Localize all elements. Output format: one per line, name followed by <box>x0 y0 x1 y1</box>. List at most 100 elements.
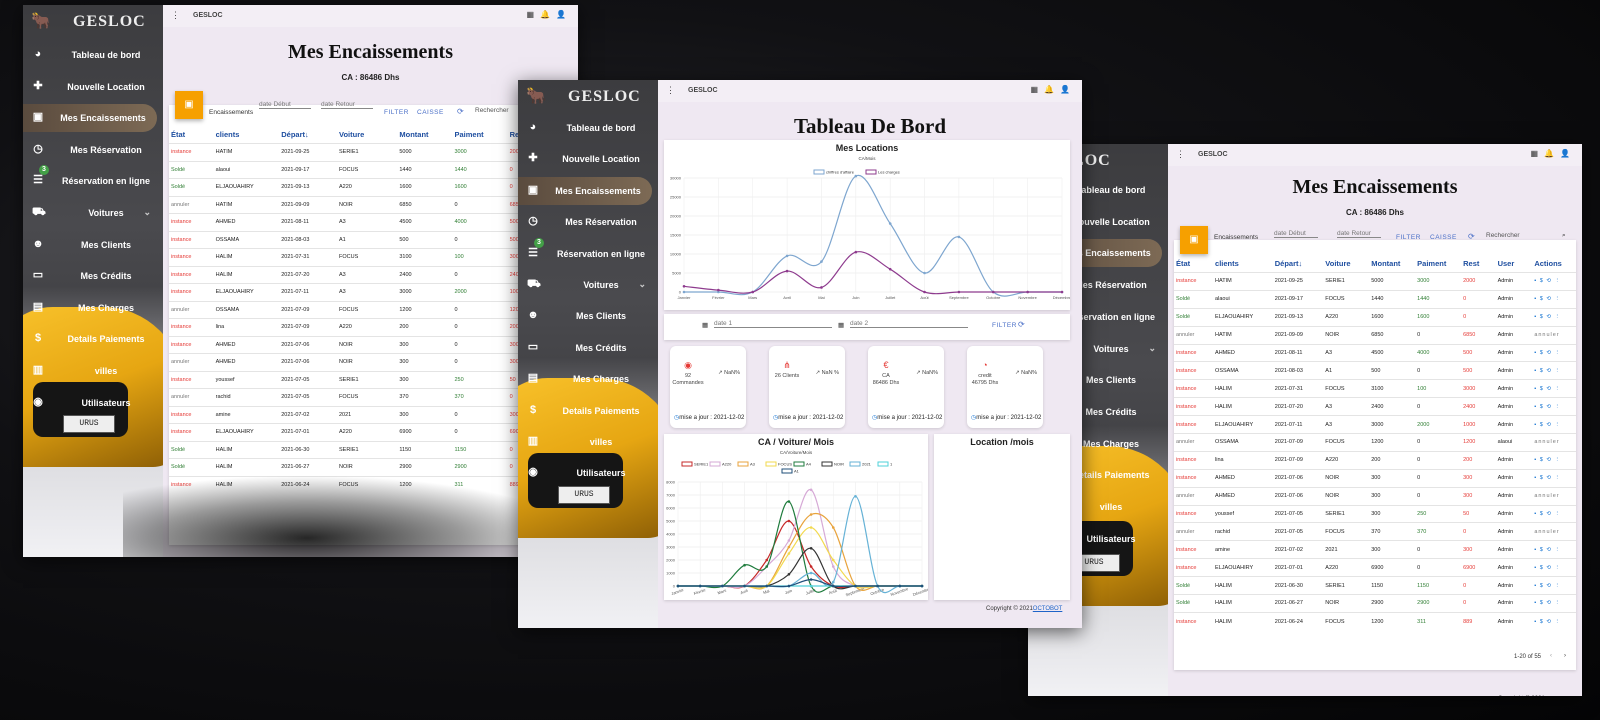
row-action-icons[interactable]: ▪ $ ⟲ ⋮ <box>1534 385 1562 392</box>
sidebar-item-nouvelle-location[interactable]: ✚ Nouvelle Location <box>23 73 163 101</box>
table-row[interactable]: annulerOSSAMA2021-07-09FOCUS120001200ala… <box>169 300 578 319</box>
date-debut-input[interactable]: date Début <box>1274 230 1318 238</box>
date-retour-input[interactable]: date Retour <box>321 101 373 109</box>
sidebar-item-nouvelle-location[interactable]: ✚ Nouvelle Location <box>518 145 658 173</box>
bell-icon[interactable]: 🔔 <box>1544 149 1561 158</box>
column-header[interactable]: Paiment <box>454 129 484 139</box>
sidebar-item-details-paiements[interactable]: $ Details Paiements <box>23 325 163 353</box>
sort-arrow-icon[interactable]: ↓ <box>305 129 309 139</box>
sidebar-item-mes-réservation[interactable]: ◷ Mes Réservation <box>23 136 163 164</box>
table-row[interactable]: instance ELJAOUAHIRY 2021-07-01 A220 6900 0 69… <box>1174 558 1576 577</box>
row-action-icons[interactable]: ▪ $ ⟲ ⋮ <box>1534 618 1562 625</box>
table-row[interactable]: instance HATIM 2021-09-25 SERIE1 5000 3000 200… <box>169 143 578 161</box>
row-action-icons[interactable]: ▪ $ ⟲ ⋮ <box>1534 511 1562 518</box>
refresh-icon[interactable]: ⟳ <box>457 107 465 116</box>
legend-label[interactable]: A4 <box>806 462 812 467</box>
chevron-down-icon[interactable]: ⌄ <box>1148 342 1156 353</box>
table-row[interactable]: Soldé HALIM 2021-06-30 SERIE1 1150 1150 0 Admin… <box>1174 576 1576 595</box>
menu-dots-icon[interactable]: ⋮ <box>171 10 180 20</box>
table-row[interactable]: instance AHMED 2021-07-06 NOIR 300 0 300 Admin ▪… <box>1174 468 1576 488</box>
actions-cell[interactable]: annuler <box>1532 486 1576 506</box>
actions-cell[interactable]: ▪ $ ⟲ ⋮ <box>1532 415 1576 434</box>
account-icon[interactable]: 👤 <box>1060 85 1076 94</box>
column-header[interactable]: clients <box>215 129 240 139</box>
caisse-button[interactable]: CAISSE <box>417 109 444 116</box>
table-row[interactable]: instanceHALIM2021-06-24FOCUS1200311889Ad… <box>169 475 578 494</box>
table-row[interactable]: SoldéELJAOUAHIRY2021-09-13A220160016000A… <box>169 178 578 196</box>
actions-cell[interactable]: ▪ $ ⟲ ⋮ <box>1532 576 1576 595</box>
actions-cell[interactable]: annuler <box>1532 522 1576 541</box>
table-row[interactable]: annuler AHMED 2021-07-06 NOIR 300 0 300 Admin an… <box>1174 486 1576 506</box>
date-retour-input[interactable]: date Retour <box>1337 230 1381 238</box>
apps-icon[interactable]: ▦ <box>1030 85 1045 94</box>
legend-label[interactable]: A220 <box>722 462 732 467</box>
actions-cell[interactable]: ▪ $ ⟲ ⋮ <box>1532 361 1576 380</box>
actions-cell[interactable]: ▪ $ ⟲ ⋮ <box>1532 504 1576 523</box>
row-action-icons[interactable]: ▪ $ ⟲ ⋮ <box>1534 582 1562 589</box>
table-row[interactable]: instance amine 2021-07-02 2021 300 0 300 Admin ▪… <box>1174 540 1576 559</box>
row-action-icons[interactable]: ▪ $ ⟲ ⋮ <box>1534 403 1562 410</box>
sidebar-item-réservation-en-ligne[interactable]: ☰3 Réservation en ligne <box>518 237 658 268</box>
column-header[interactable]: Voiture <box>339 129 365 139</box>
sidebar-item-tableau-de-bord[interactable]: ◕ Tableau de bord <box>518 114 658 142</box>
row-action-icons[interactable]: ▪ $ ⟲ ⋮ <box>1534 367 1562 374</box>
menu-dots-icon[interactable]: ⋮ <box>1176 149 1185 159</box>
table-row[interactable]: instance HATIM 2021-09-25 SERIE1 5000 3000 200… <box>1174 272 1576 291</box>
actions-cell[interactable]: ▪ $ ⟲ ⋮ <box>1532 307 1576 327</box>
column-header[interactable]: User <box>1497 258 1515 268</box>
row-action-icons[interactable]: ▪ $ ⟲ ⋮ <box>1534 457 1562 464</box>
apps-icon[interactable]: ▦ <box>526 10 541 19</box>
legend-label[interactable]: A1 <box>794 469 800 474</box>
table-row[interactable]: Soldé HALIM 2021-06-27 NOIR 2900 2900 0 Admin ▪ … <box>1174 594 1576 613</box>
column-header[interactable]: Départ↓ <box>281 129 309 139</box>
filter-button[interactable]: FILTER <box>1396 234 1421 241</box>
actions-cell[interactable]: ▪ $ ⟲ ⋮ <box>1532 289 1576 309</box>
row-action-icons[interactable]: ▪ $ ⟲ ⋮ <box>1534 564 1562 571</box>
sidebar-item-utilisateurs[interactable]: ◉ Utilisateurs <box>23 389 163 417</box>
actions-cell[interactable]: annuler <box>1532 325 1576 345</box>
sidebar-item-mes-crédits[interactable]: ▭ Mes Crédits <box>23 262 163 290</box>
sidebar-item-utilisateurs[interactable]: ◉ Utilisateurs <box>518 459 658 487</box>
date2-input[interactable]: date 2 <box>850 320 968 328</box>
sort-arrow-icon[interactable]: ↓ <box>1298 258 1303 268</box>
apps-icon[interactable]: ▦ <box>1530 149 1545 158</box>
pagination-next-icon[interactable]: › <box>1564 653 1566 659</box>
sidebar-item-réservation-en-ligne[interactable]: ☰3 Réservation en ligne <box>23 165 163 195</box>
actions-cell[interactable]: ▪ $ ⟲ ⋮ <box>1532 594 1576 613</box>
row-action-icons[interactable]: ▪ $ ⟲ ⋮ <box>1534 350 1562 356</box>
account-icon[interactable]: 👤 <box>556 10 572 19</box>
actions-cell[interactable]: ▪ $ ⟲ ⋮ <box>1532 540 1576 559</box>
sidebar-item-tableau-de-bord[interactable]: ◕ Tableau de bord <box>23 41 163 69</box>
column-header[interactable]: Rest <box>1463 258 1480 268</box>
sidebar-item-mes-clients[interactable]: ☻ Mes Clients <box>518 302 658 330</box>
sidebar-item-mes-encaissements[interactable]: ▣ Mes Encaissements <box>23 104 157 133</box>
sidebar-item-mes-charges[interactable]: ▤ Mes Charges <box>23 294 163 322</box>
sidebar-item-details-paiements[interactable]: $ Details Paiements <box>518 397 658 425</box>
column-header[interactable]: Paiment <box>1417 258 1447 268</box>
menu-dots-icon[interactable]: ⋮ <box>666 85 675 95</box>
filter-button[interactable]: FILTER <box>992 322 1017 329</box>
refresh-icon[interactable]: ⟳ <box>1468 232 1476 241</box>
actions-cell[interactable]: ▪ $ ⟲ ⋮ <box>1532 611 1576 631</box>
table-row[interactable]: instance ELJAOUAHIRY 2021-07-11 A3 3000 2000 1… <box>169 283 578 301</box>
sidebar-item-mes-crédits[interactable]: ▭ Mes Crédits <box>518 334 658 362</box>
sidebar-item-mes-charges[interactable]: ▤ Mes Charges <box>518 365 658 393</box>
sidebar-item-voitures[interactable]: ⛟ Voitures ⌄ <box>23 199 163 227</box>
legend-label[interactable]: NOIR <box>834 462 844 467</box>
column-header[interactable]: État <box>171 129 186 139</box>
table-row[interactable]: instanceyoussef2021-07-05SERIE130025050A… <box>169 370 578 389</box>
table-row[interactable]: instance OSSAMA 2021-08-03 A1 500 0 500 Admin ▪ … <box>1174 361 1576 380</box>
octobot-link[interactable]: OCTOBOT <box>1032 606 1063 612</box>
pagination-prev-icon[interactable]: ‹ <box>1550 653 1552 659</box>
legend-label[interactable]: Les charges <box>878 170 900 175</box>
legend-label[interactable]: chiffres d'affaire <box>826 170 855 175</box>
